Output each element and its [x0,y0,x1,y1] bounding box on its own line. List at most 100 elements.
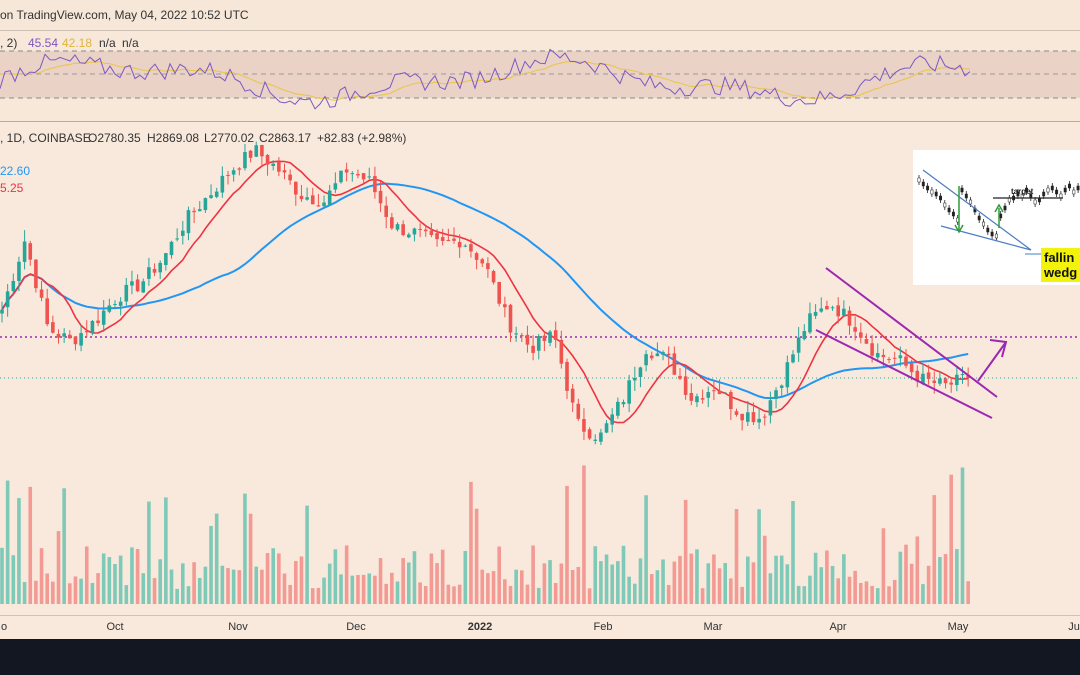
volume-bar [553,582,558,604]
volume-bar [706,563,711,604]
volume-bar [113,563,117,604]
volume-bar [220,565,225,604]
candle-body [277,161,281,172]
volume-bar [344,545,349,604]
volume-bar [859,582,863,604]
candle-body [604,423,609,433]
price-panel[interactable]: , 1D, COINBASE O2780.35 H2869.08 L2770.0… [0,122,1080,615]
volume-bar [565,485,569,604]
candle-body [401,224,405,236]
inset-candle-body [921,181,925,187]
volume-bar [791,501,795,604]
rsi-line [0,48,971,110]
volume-bar [949,474,953,604]
volume-bar [17,498,21,604]
volume-bar [842,554,846,604]
volume-bar [904,544,908,604]
inset-candle-body [960,187,964,193]
candle-body [68,334,72,339]
candle-body [288,174,292,181]
candle-body [294,181,298,195]
candle-body [34,259,38,289]
volume-bar [672,561,677,604]
candle-body [949,382,953,385]
inset-diagram: target fallin wedg [917,169,1080,282]
rsi-plot [0,48,1080,110]
candle-body [700,398,705,400]
candle-body [717,390,722,395]
candle-body [633,377,637,381]
legend-close: C2863.17 [259,131,312,145]
volume-bar [717,568,722,604]
volume-bar [593,546,598,604]
candle-body [943,378,948,384]
published-info: on TradingView.com, May 04, 2022 10:52 U… [0,8,249,22]
candle-body [514,333,518,335]
volume-bar [214,513,219,604]
candle-body [84,331,89,333]
candle-body [960,374,965,376]
volume-bar [440,549,445,604]
volume-bar [435,563,439,604]
volume-bar [130,547,134,604]
candle-body [542,335,547,342]
inset-candle-body [1046,187,1050,193]
candle-body [361,173,366,180]
inset-arrow-down-icon [954,224,964,234]
volume-bar [56,531,61,604]
candle-body [638,367,643,378]
candle-body [746,412,750,422]
volume-bar [101,553,106,604]
candle-body [310,195,315,205]
candle-body [503,304,507,308]
volume-bar [429,553,434,604]
volume-bar [870,585,874,604]
volume-bar [34,580,38,604]
inset-wedge-lower [940,225,1032,251]
candle-body [254,145,259,157]
candle-body [599,432,603,442]
candle-body [610,414,614,425]
volume-bar [582,465,586,604]
volume-bar [734,509,739,604]
candle-body [587,429,592,439]
rsi-panel[interactable]: , 2) 45.54 42.18 n/a n/a [0,31,1080,122]
inset-candle-body [1037,197,1041,203]
candle-body [813,311,818,316]
volume-bar [203,566,208,604]
inset-caption-line1: fallin [1044,250,1074,265]
volume-bar [469,481,473,604]
volume-bar [536,587,541,604]
candle-body [260,145,264,157]
volume-bar [288,584,292,604]
inset-candle-body [982,221,985,227]
rsi-na-1: n/a [99,36,116,50]
volume-bar [808,575,812,604]
candle-body [435,233,439,240]
volume-bar [124,585,129,604]
volume-bar [700,588,705,604]
volume-bar [378,558,383,604]
volume-bar [503,579,507,604]
volume-bar [616,561,620,604]
rsi-params: , 2) [0,36,18,50]
candle-body [582,419,586,432]
volume-bar [938,557,942,604]
candle-body [723,392,727,394]
inset-caption-line2: wedg [1043,265,1077,280]
volume-bar [746,556,750,604]
volume-bar [141,573,146,604]
volume-bar [237,570,242,604]
volume-bar [192,562,196,604]
volume-bar [90,582,95,604]
volume-bar [638,558,643,604]
volume-bar [853,570,857,604]
candle-body [474,253,479,260]
volume-bar [22,582,27,604]
candle-body [480,259,485,264]
candle-body [412,228,417,235]
candle-body [101,310,106,325]
volume-bar [604,554,609,604]
volume-bar [926,565,931,604]
volume-bar [621,545,626,604]
